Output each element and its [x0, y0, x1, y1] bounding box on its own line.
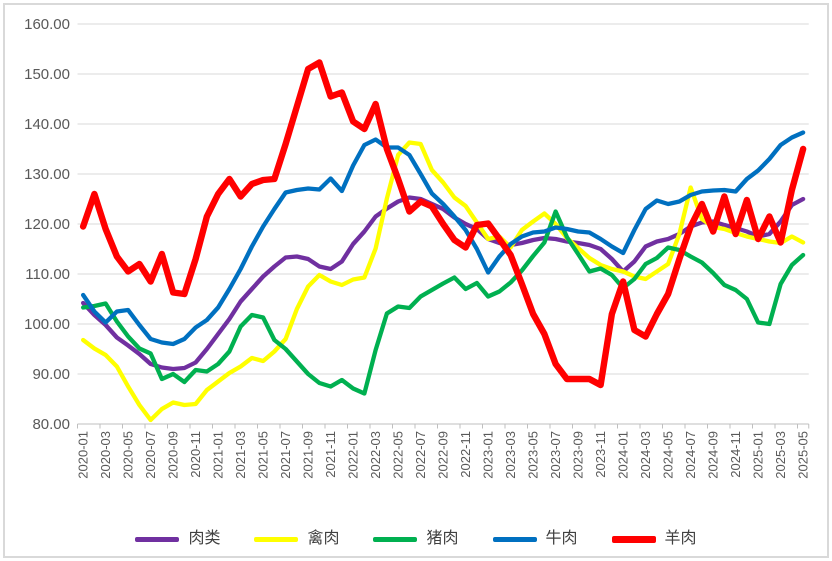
legend-label-meat: 肉类	[188, 530, 221, 547]
x-axis-label: 2024-05	[661, 431, 676, 479]
series-line-poultry	[80, 140, 806, 423]
x-axis-label: 2025-05	[796, 431, 811, 479]
y-axis-label: 80.00	[32, 416, 70, 433]
x-axis-label: 2022-03	[368, 431, 383, 479]
y-axis-label: 100.00	[24, 316, 70, 333]
x-axis-label: 2023-03	[503, 431, 518, 479]
y-axis-label: 130.00	[24, 166, 70, 183]
y-axis-label: 140.00	[24, 116, 70, 133]
x-axis-label: 2024-03	[638, 431, 653, 479]
x-axis-label: 2021-07	[278, 431, 293, 479]
x-axis-label: 2024-09	[706, 431, 721, 479]
series-line-beef	[80, 130, 806, 347]
legend-item-meat: 肉类	[135, 531, 220, 547]
y-axis-label: 110.00	[25, 266, 70, 283]
x-axis-label: 2020-09	[166, 431, 181, 479]
chart-border	[3, 3, 829, 558]
x-axis-label: 2021-11	[323, 431, 338, 478]
legend-swatch-meat	[135, 536, 180, 542]
series-line-meat	[80, 195, 806, 372]
y-axis-label: 90.00	[32, 366, 70, 383]
x-axis-label: 2021-03	[233, 431, 248, 479]
y-axis-label: 150.00	[24, 66, 70, 83]
x-axis-label: 2020-03	[98, 431, 113, 479]
x-axis-label: 2020-07	[143, 431, 158, 479]
chart-legend: 肉类 禽肉 猪肉 牛肉 羊肉	[0, 524, 832, 554]
legend-item-pork: 猪肉	[373, 530, 459, 547]
x-axis-label: 2022-07	[413, 431, 428, 479]
series-line-mutton	[79, 59, 807, 389]
legend-label-mutton: 羊肉	[664, 530, 697, 547]
x-axis-label: 2025-03	[773, 431, 788, 479]
legend-swatch-poultry	[254, 536, 299, 542]
x-axis-label: 2022-05	[391, 431, 406, 479]
legend-swatch-pork	[373, 536, 418, 542]
x-axis-label: 2023-11	[593, 431, 608, 478]
x-axis-label: 2020-11	[188, 431, 203, 478]
legend-swatch-mutton	[611, 535, 656, 543]
x-axis-label: 2021-05	[256, 431, 271, 479]
x-axis-label: 2023-07	[548, 431, 563, 479]
x-axis-label: 2022-09	[436, 431, 451, 479]
legend-label-pork: 猪肉	[426, 530, 459, 547]
x-axis-label: 2021-09	[301, 431, 316, 479]
x-axis-label: 2022-01	[346, 431, 361, 479]
x-axis-label: 2020-05	[121, 431, 136, 479]
x-axis-label: 2024-11	[728, 431, 743, 478]
legend-label-poultry: 禽肉	[307, 530, 340, 547]
x-axis-label: 2024-07	[683, 431, 698, 479]
x-axis-label: 2020-01	[76, 431, 91, 479]
x-axis-label: 2021-01	[211, 431, 226, 479]
legend-label-beef: 牛肉	[545, 530, 578, 547]
legend-item-poultry: 禽肉	[254, 531, 339, 547]
x-axis-label: 2024-01	[616, 431, 631, 479]
legend-item-mutton: 羊肉	[611, 530, 697, 547]
x-axis-label: 2023-09	[571, 431, 586, 479]
x-axis-label: 2025-01	[751, 431, 766, 479]
legend-swatch-beef	[492, 536, 537, 542]
x-axis-label: 2023-05	[526, 431, 541, 479]
y-axis-label: 120.00	[24, 216, 70, 233]
x-axis-label: 2023-01	[481, 431, 496, 479]
legend-item-beef: 牛肉	[492, 530, 578, 547]
x-axis-label: 2022-11	[458, 431, 473, 478]
y-axis-label: 160.00	[24, 16, 70, 33]
